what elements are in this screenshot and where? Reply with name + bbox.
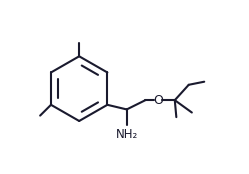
Text: NH₂: NH₂	[116, 128, 138, 141]
Text: O: O	[153, 94, 163, 107]
